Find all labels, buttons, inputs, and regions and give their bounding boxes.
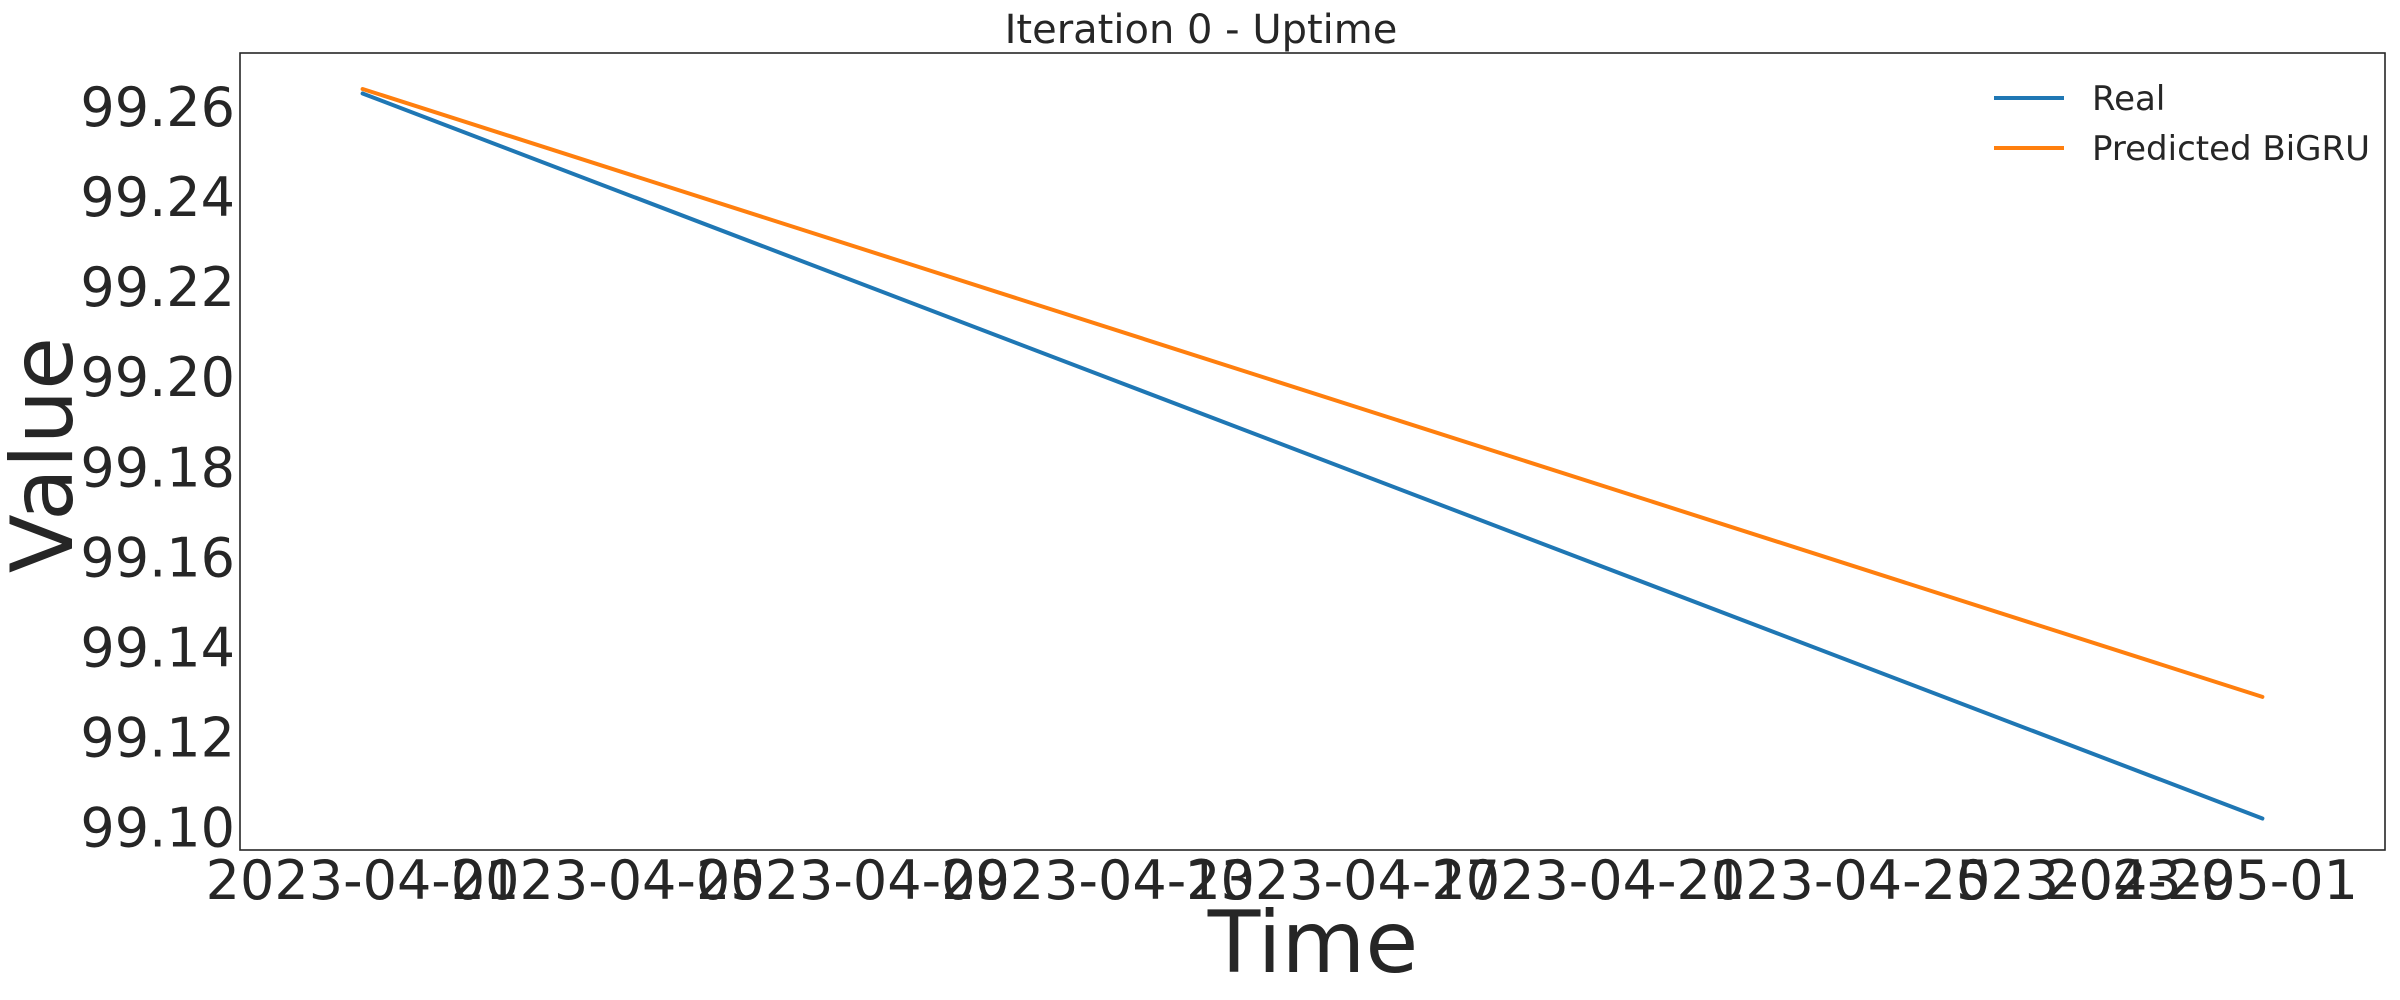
y-tick-label: 99.14 (80, 616, 235, 679)
series-line-1 (360, 91, 2265, 821)
x-tick-label: 2023-04-09 (696, 849, 1010, 912)
x-axis-label: Time (1207, 893, 1418, 993)
y-tick-label: 99.22 (80, 256, 235, 319)
x-tick-label: 2023-05-01 (2044, 849, 2358, 912)
x-tick-label: 2023-04-13 (941, 849, 1255, 912)
x-tick-label: 2023-04-01 (206, 849, 520, 912)
y-tick-label: 99.10 (80, 797, 235, 860)
x-tick-label: 2023-04-25 (1676, 849, 1990, 912)
series-line-2 (360, 87, 2265, 699)
legend-label: Real (2092, 79, 2165, 119)
x-tick-label: 2023-04-29 (1922, 849, 2236, 912)
y-tick-label: 99.12 (80, 706, 235, 769)
y-tick-label: 99.24 (80, 166, 235, 229)
legend-label: Predicted BiGRU (2092, 129, 2370, 169)
x-tick-label: 2023-04-17 (1186, 849, 1500, 912)
y-tick-label: 99.20 (80, 346, 235, 409)
y-tick-label: 99.26 (80, 76, 235, 139)
series-layer (360, 87, 2265, 821)
y-axis-label: Value (0, 337, 93, 573)
x-tick-label: 2023-04-05 (451, 849, 765, 912)
x-tick-label: 2023-04-21 (1431, 849, 1745, 912)
legend: Real Predicted BiGRU (1994, 79, 2370, 169)
y-tick-label: 99.16 (80, 526, 235, 589)
plot-area (239, 52, 2386, 851)
y-axis-ticks: 99.10 99.12 99.14 99.16 99.18 99.20 99.22 99.24… (80, 76, 235, 860)
y-tick-label: 99.18 (80, 436, 235, 499)
x-axis-ticks: 2023-04-012023-04-052023-04-092023-04-13… (206, 849, 2358, 912)
chart-title: Iteration 0 - Uptime (1005, 7, 1398, 53)
